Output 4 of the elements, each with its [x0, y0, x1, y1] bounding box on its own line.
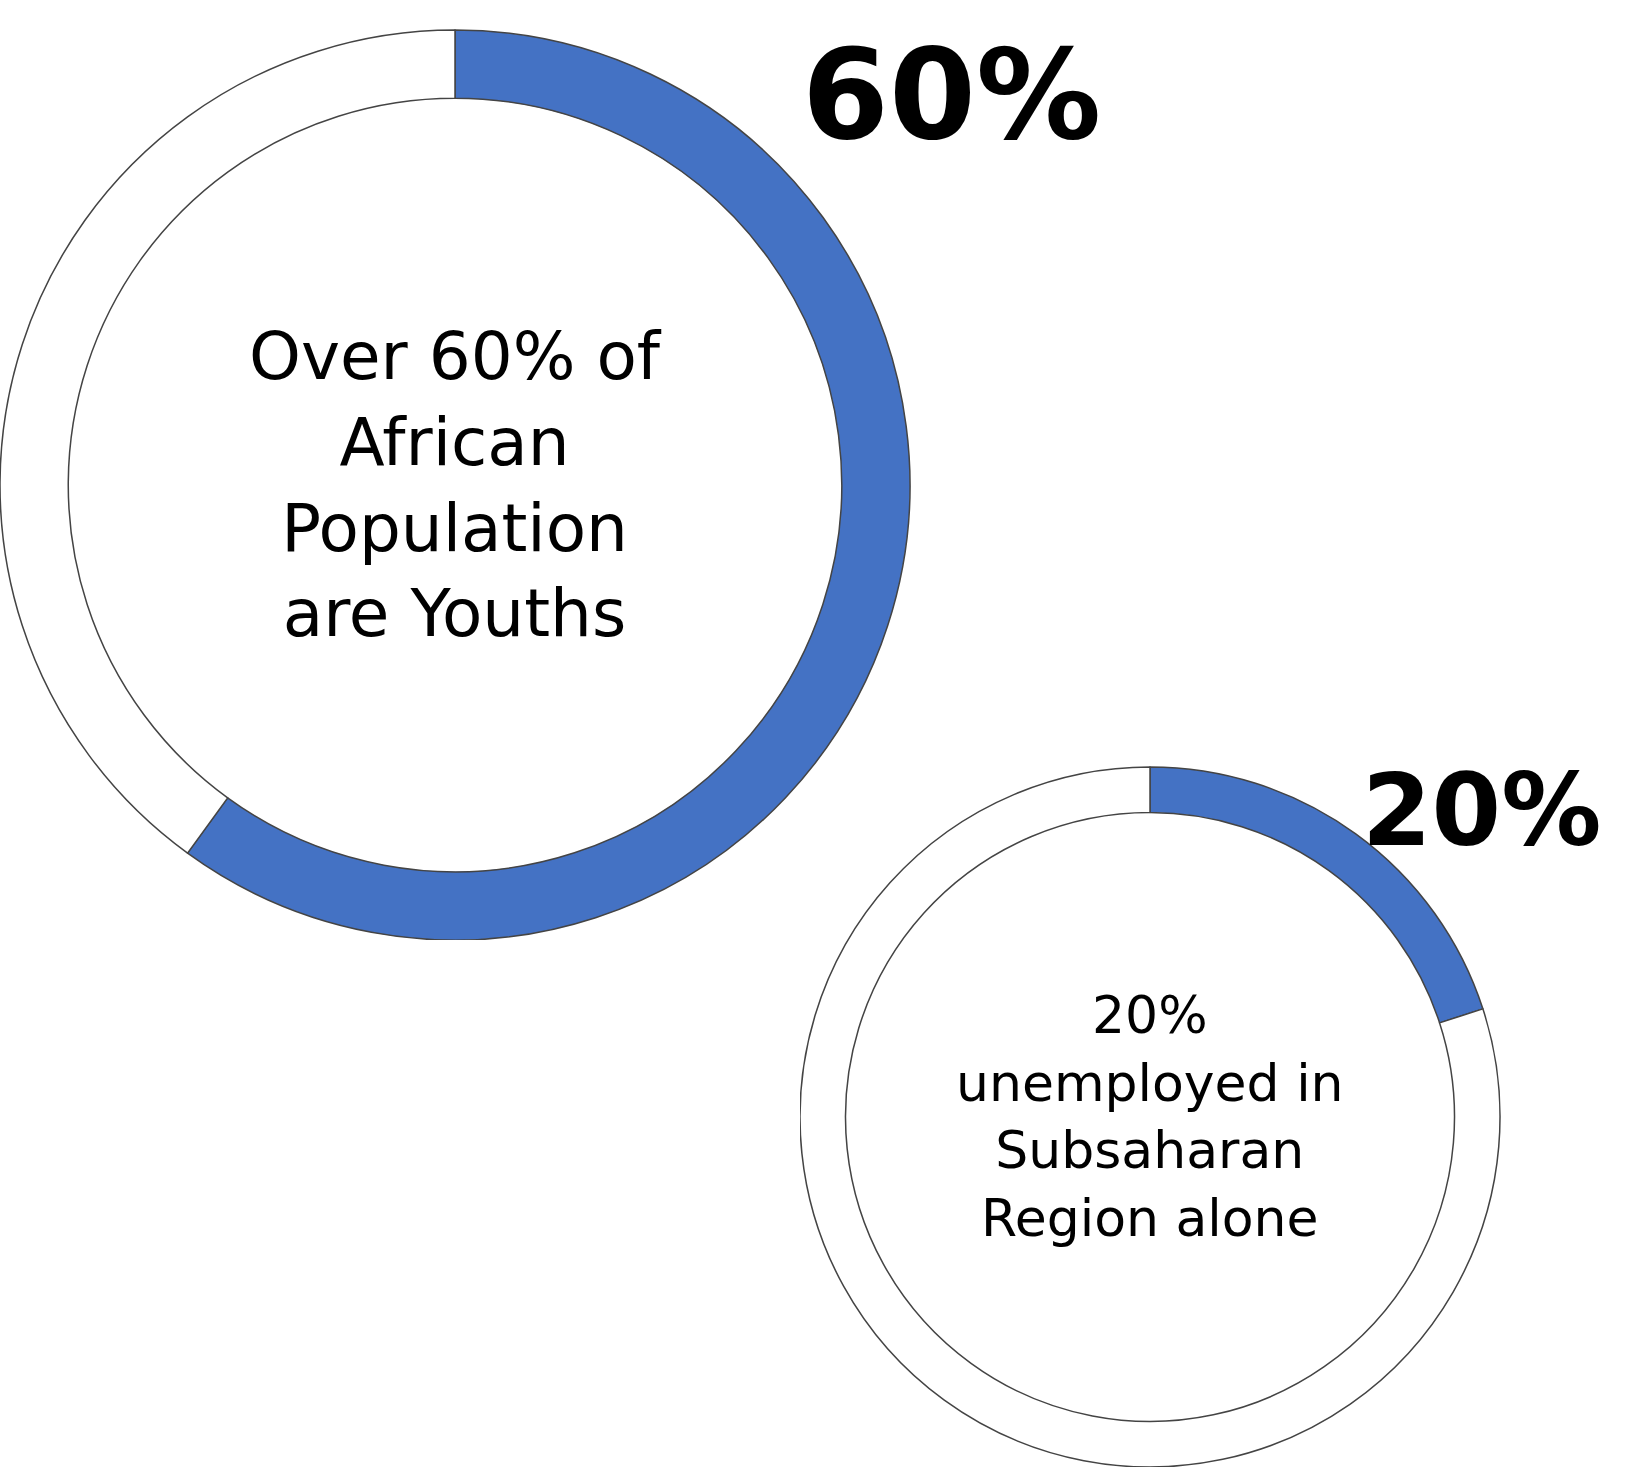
data-label: 60%	[802, 22, 1102, 167]
text: Over 60% of African Population are Youths	[249, 318, 662, 653]
text: 20% unemployed in Subsaharan Region alone	[956, 985, 1344, 1248]
data-label: 20%	[1362, 752, 1602, 869]
